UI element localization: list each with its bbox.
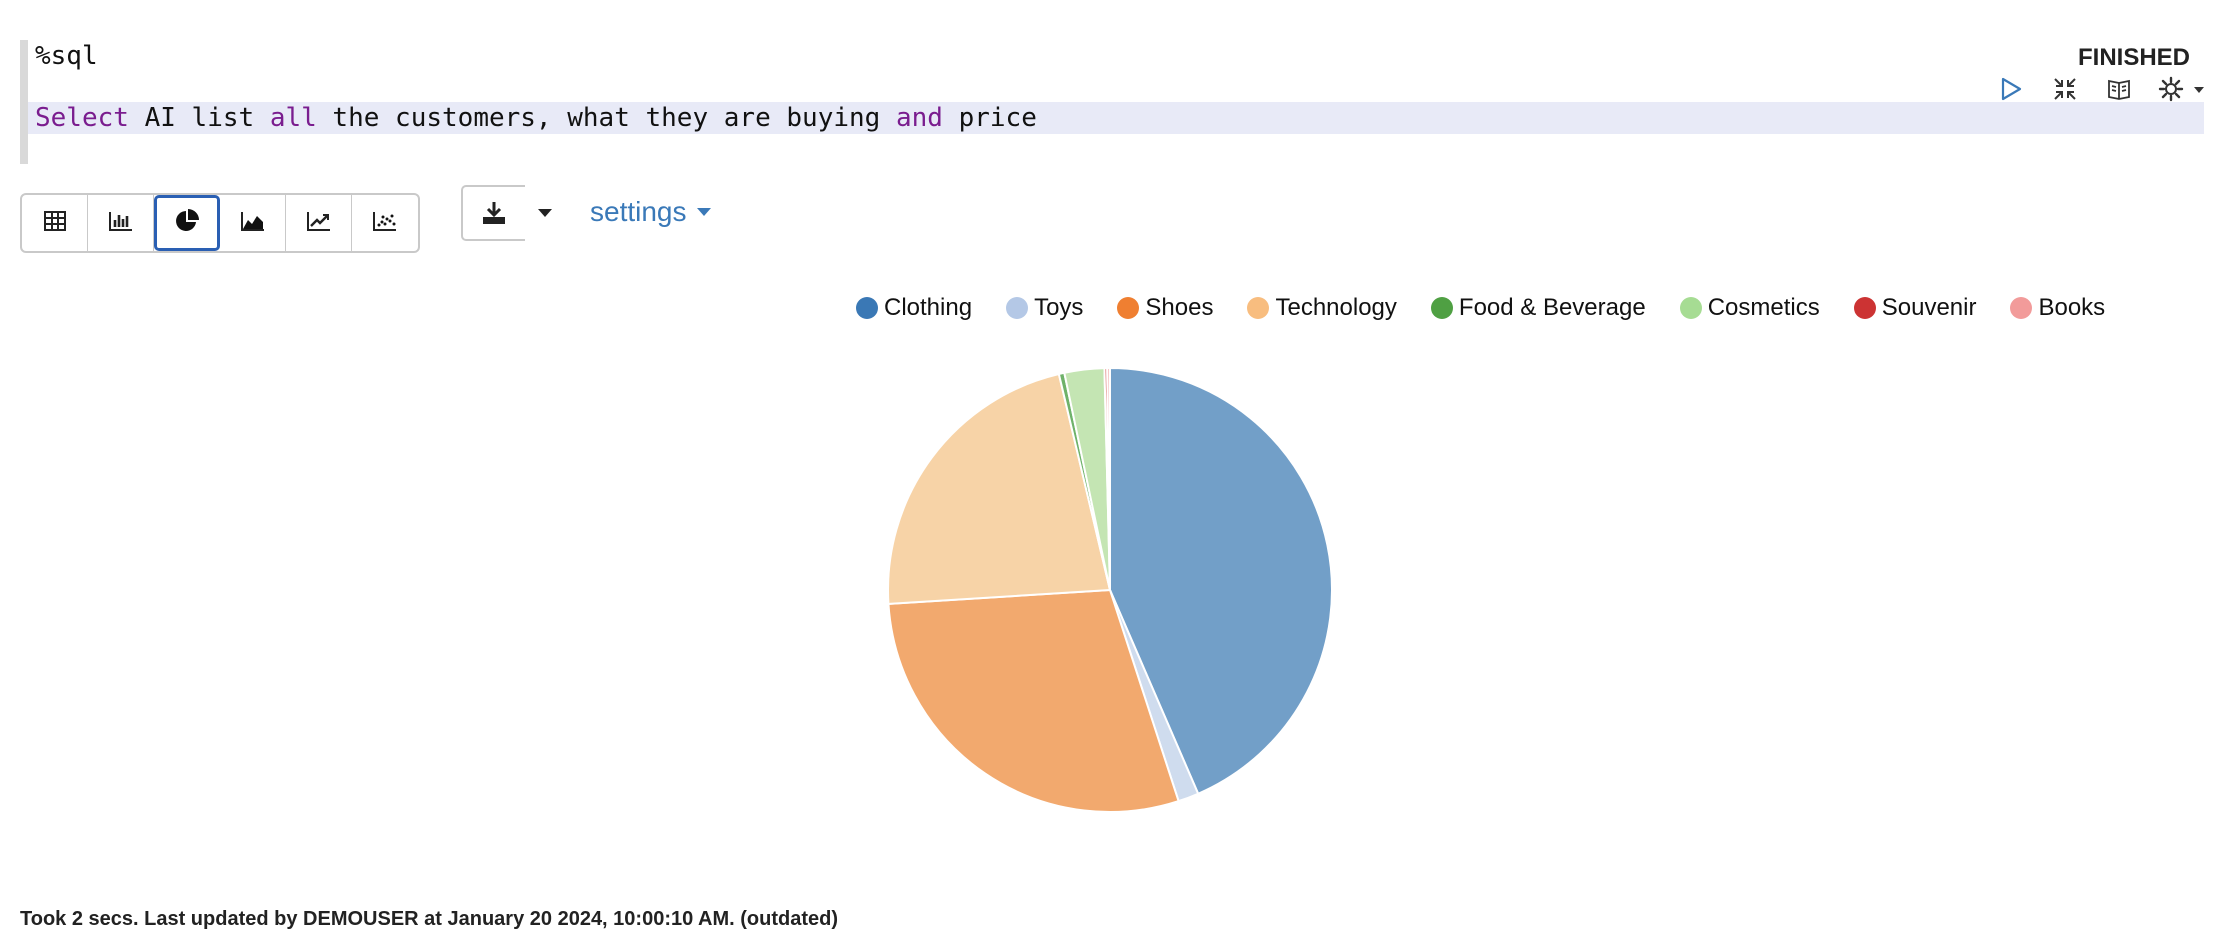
legend-item[interactable]: Toys [1006,294,1083,322]
area-chart-icon [240,210,266,237]
legend-swatch [1006,297,1029,319]
chevron-down-icon [696,208,711,216]
legend-item[interactable]: Clothing [856,294,972,322]
table-icon [43,210,67,237]
paragraph-toolbar [1996,74,2212,104]
legend-item[interactable]: Food & Beverage [1430,294,1646,322]
legend-label: Shoes [1145,294,1214,321]
sql-text: the customers, what they are buying [316,103,896,133]
legend-label: Clothing [884,294,973,321]
legend-swatch [2010,297,2033,319]
legend-swatch [1679,297,1702,319]
scatter-chart-icon [372,210,398,237]
legend-swatch [856,297,878,319]
line-chart-button[interactable] [286,195,352,251]
pie-slice-technology[interactable] [887,372,1112,605]
legend-swatch [1853,297,1876,319]
book-icon[interactable] [2104,74,2134,104]
legend-swatch [1117,297,1140,319]
legend-label: Technology [1275,294,1397,321]
collapse-icon[interactable] [2050,74,2080,104]
status-label: FINISHED [2077,44,2190,71]
legend-item[interactable]: Technology [1247,294,1397,322]
legend-label: Toys [1034,294,1084,321]
play-icon[interactable] [1996,74,2026,104]
pie-slice-books[interactable] [1106,366,1111,591]
editor-line-interpreter[interactable]: %sql [35,41,98,71]
legend-item[interactable]: Shoes [1117,294,1213,322]
sql-text: price [942,103,1037,133]
sql-text: AI list [128,103,270,133]
legend-item[interactable]: Books [2010,294,2105,322]
sql-editor[interactable]: %sql Select AI list all the customers, w… [20,40,2204,164]
legend-swatch [1247,297,1270,319]
legend-swatch [1430,297,1453,319]
area-chart-button[interactable] [220,195,286,251]
editor-line-query[interactable]: Select AI list all the customers, what t… [28,102,2204,134]
settings-dropdown[interactable]: settings [590,196,713,228]
download-group [461,184,565,242]
download-icon [483,202,505,224]
visualization-selector [20,193,420,253]
settings-label: settings [590,196,687,227]
download-dropdown-caret[interactable] [525,185,565,241]
pie-slice-clothing[interactable] [1109,366,1333,796]
download-button[interactable] [461,185,525,241]
table-view-button[interactable] [22,195,88,251]
legend-label: Cosmetics [1707,294,1820,321]
pie-chart [880,360,1340,825]
scatter-chart-button[interactable] [352,195,418,251]
legend-label: Souvenir [1881,294,1977,321]
execution-footer: Took 2 secs. Last updated by DEMOUSER at… [20,908,839,930]
line-chart-icon [306,210,332,237]
pie-slice-shoes[interactable] [887,588,1180,813]
sql-keyword: and [895,103,943,133]
legend-label: Books [2038,294,2106,321]
bar-chart-icon [108,210,134,237]
gear-icon[interactable] [2158,74,2212,104]
pie-chart-button[interactable] [154,195,220,251]
sql-keyword: all [269,103,317,133]
legend-label: Food & Beverage [1458,294,1646,321]
chart-legend: Clothing Toys Shoes Technology Food & Bevera… [856,294,2139,322]
bar-chart-button[interactable] [88,195,154,251]
pie-chart-icon [174,208,200,239]
sql-keyword: Select [35,103,129,133]
legend-item[interactable]: Cosmetics [1679,294,1820,322]
legend-item[interactable]: Souvenir [1853,294,1977,322]
